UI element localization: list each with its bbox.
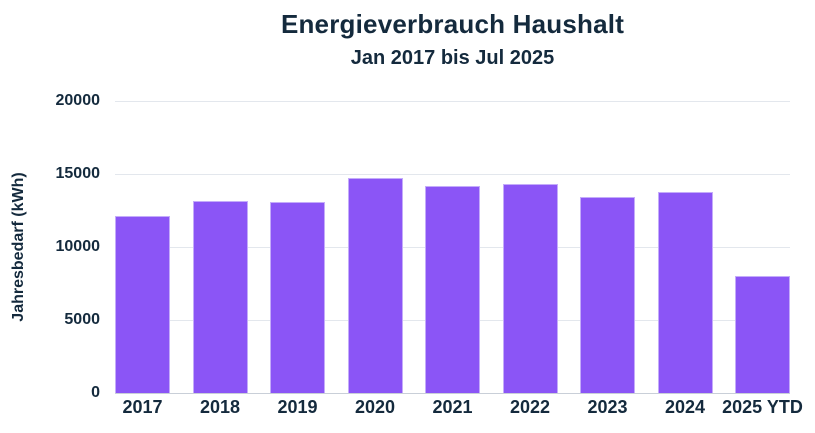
y-tick-label-20000: 20000 — [55, 92, 101, 109]
x-tick-label-2021: 2021 — [432, 397, 473, 417]
bar-2019[interactable] — [270, 201, 325, 393]
bar-2017[interactable] — [115, 216, 170, 393]
y-tick-label-0: 0 — [91, 384, 100, 401]
y-axis-ticks: 0 5000 10000 15000 20000 — [0, 0, 101, 433]
bar-2020[interactable] — [347, 178, 403, 393]
x-axis-baseline — [115, 392, 790, 394]
x-tick-label-2018: 2018 — [199, 397, 241, 417]
bar-2021[interactable] — [425, 186, 480, 393]
bar-2022[interactable] — [502, 184, 558, 393]
x-axis-labels: 2017 2018 2019 2020 2021 2022 2023 2024 2025 YTD — [115, 397, 802, 421]
y-tick-label-10000: 10000 — [55, 238, 101, 255]
gridline-15000 — [115, 173, 790, 175]
x-tick-label-2020: 2020 — [354, 397, 396, 417]
bar-2018[interactable] — [192, 201, 248, 393]
x-tick-label-2019: 2019 — [277, 397, 318, 417]
bar-2025-ytd[interactable] — [735, 276, 790, 393]
x-tick-label-2022: 2022 — [509, 397, 551, 417]
gridline-20000 — [115, 100, 790, 102]
x-tick-label-2017: 2017 — [122, 397, 163, 417]
x-tick-label-2025-ytd: 2025 YTD — [722, 397, 803, 417]
plot-area — [115, 100, 790, 394]
bar-2024[interactable] — [657, 192, 713, 393]
chart-subtitle: Jan 2017 bis Jul 2025 — [350, 47, 555, 69]
y-tick-label-5000: 5000 — [64, 311, 100, 328]
bar-2023[interactable] — [580, 197, 635, 393]
y-tick-label-15000: 15000 — [55, 165, 101, 182]
x-tick-label-2024: 2024 — [664, 397, 706, 417]
x-tick-label-2023: 2023 — [587, 397, 628, 417]
chart-title: Energieverbrauch Haushalt — [280, 9, 625, 39]
